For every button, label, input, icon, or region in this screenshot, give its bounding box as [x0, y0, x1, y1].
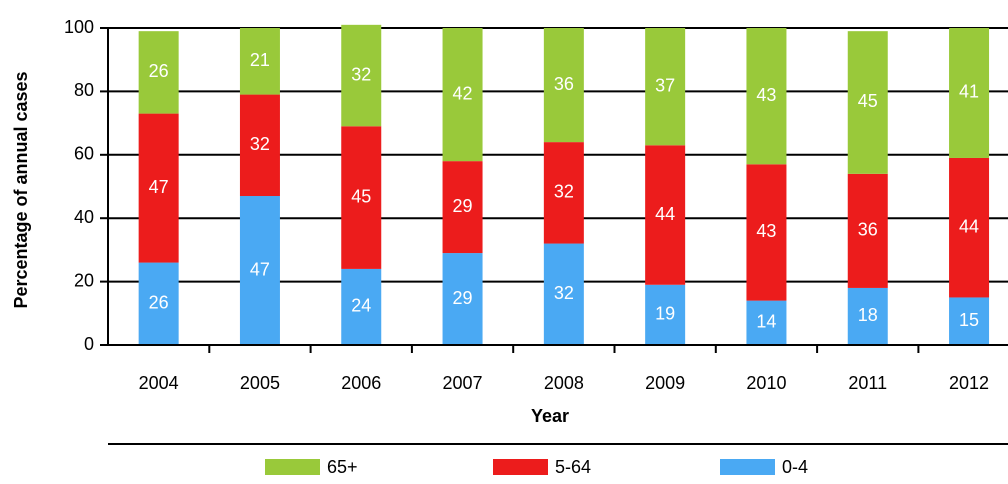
- y-tick-label: 80: [74, 80, 94, 100]
- data-label: 44: [959, 216, 979, 236]
- bar-segment: [847, 31, 888, 174]
- bar-segment: [138, 113, 179, 263]
- bar-segment: [341, 268, 382, 345]
- bar-segment: [847, 287, 888, 345]
- bar-segment: [239, 94, 280, 197]
- x-tick-label: 2010: [746, 373, 786, 393]
- data-label: 26: [149, 293, 169, 313]
- x-tick-label: 2011: [848, 373, 887, 393]
- bar-segment: [949, 297, 990, 345]
- data-label: 36: [858, 220, 878, 240]
- data-label: 42: [453, 83, 473, 103]
- bar-segment: [949, 157, 990, 298]
- y-tick-label: 20: [74, 270, 94, 290]
- bar-segment: [543, 28, 584, 143]
- bar-segment: [138, 262, 179, 345]
- legend-swatch: [720, 459, 775, 475]
- bar-segment: [645, 28, 686, 146]
- data-label: 32: [351, 64, 371, 84]
- x-tick-label: 2007: [443, 373, 483, 393]
- data-label: 44: [655, 204, 675, 224]
- data-label: 24: [351, 296, 371, 316]
- bar-segment: [645, 145, 686, 285]
- bar-segment: [543, 243, 584, 345]
- x-tick-label: 2005: [240, 373, 280, 393]
- data-label: 29: [453, 196, 473, 216]
- bar-segment: [645, 284, 686, 345]
- bar-segment: [239, 196, 280, 345]
- data-label: 18: [858, 305, 878, 325]
- data-label: 14: [756, 312, 776, 332]
- bar-segment: [746, 28, 787, 165]
- bar-segment: [949, 28, 990, 158]
- y-tick-label: 60: [74, 144, 94, 164]
- bar-segment: [746, 164, 787, 301]
- legend-label: 65+: [327, 457, 358, 477]
- data-label: 45: [351, 186, 371, 206]
- x-tick-label: 2008: [544, 373, 584, 393]
- x-tick-label: 2009: [645, 373, 685, 393]
- legend-swatch: [493, 459, 548, 475]
- data-label: 32: [554, 283, 574, 303]
- bar-segment: [341, 126, 382, 269]
- x-tick-label: 2012: [949, 373, 989, 393]
- data-label: 41: [959, 82, 979, 102]
- x-axis-label: Year: [531, 406, 569, 426]
- bar-segment: [746, 300, 787, 345]
- data-label: 32: [554, 182, 574, 202]
- data-label: 32: [250, 134, 270, 154]
- bar-segment: [138, 31, 179, 114]
- bar-segment: [543, 142, 584, 244]
- y-tick-label: 100: [64, 17, 94, 37]
- data-label: 29: [453, 288, 473, 308]
- data-label: 37: [655, 75, 675, 95]
- data-label: 36: [554, 74, 574, 94]
- bar-segment: [847, 173, 888, 288]
- data-label: 26: [149, 61, 169, 81]
- bar-segment: [442, 28, 483, 162]
- bar-segment: [442, 161, 483, 254]
- bar-segment: [341, 24, 382, 127]
- data-label: 19: [655, 304, 675, 324]
- legend-label: 5-64: [555, 457, 591, 477]
- data-label: 15: [959, 310, 979, 330]
- bar-segment: [442, 253, 483, 345]
- bar-segment: [239, 28, 280, 95]
- data-label: 43: [756, 221, 776, 241]
- y-tick-label: 0: [84, 334, 94, 354]
- legend-swatch: [265, 459, 320, 475]
- data-label: 45: [858, 91, 878, 111]
- x-tick-label: 2004: [139, 373, 179, 393]
- y-axis-label: Percentage of annual cases: [11, 71, 31, 308]
- legend-label: 0-4: [782, 457, 808, 477]
- x-tick-label: 2006: [341, 373, 381, 393]
- data-label: 47: [250, 259, 270, 279]
- data-label: 43: [756, 85, 776, 105]
- y-tick-label: 40: [74, 207, 94, 227]
- data-label: 47: [149, 177, 169, 197]
- data-label: 21: [250, 50, 270, 70]
